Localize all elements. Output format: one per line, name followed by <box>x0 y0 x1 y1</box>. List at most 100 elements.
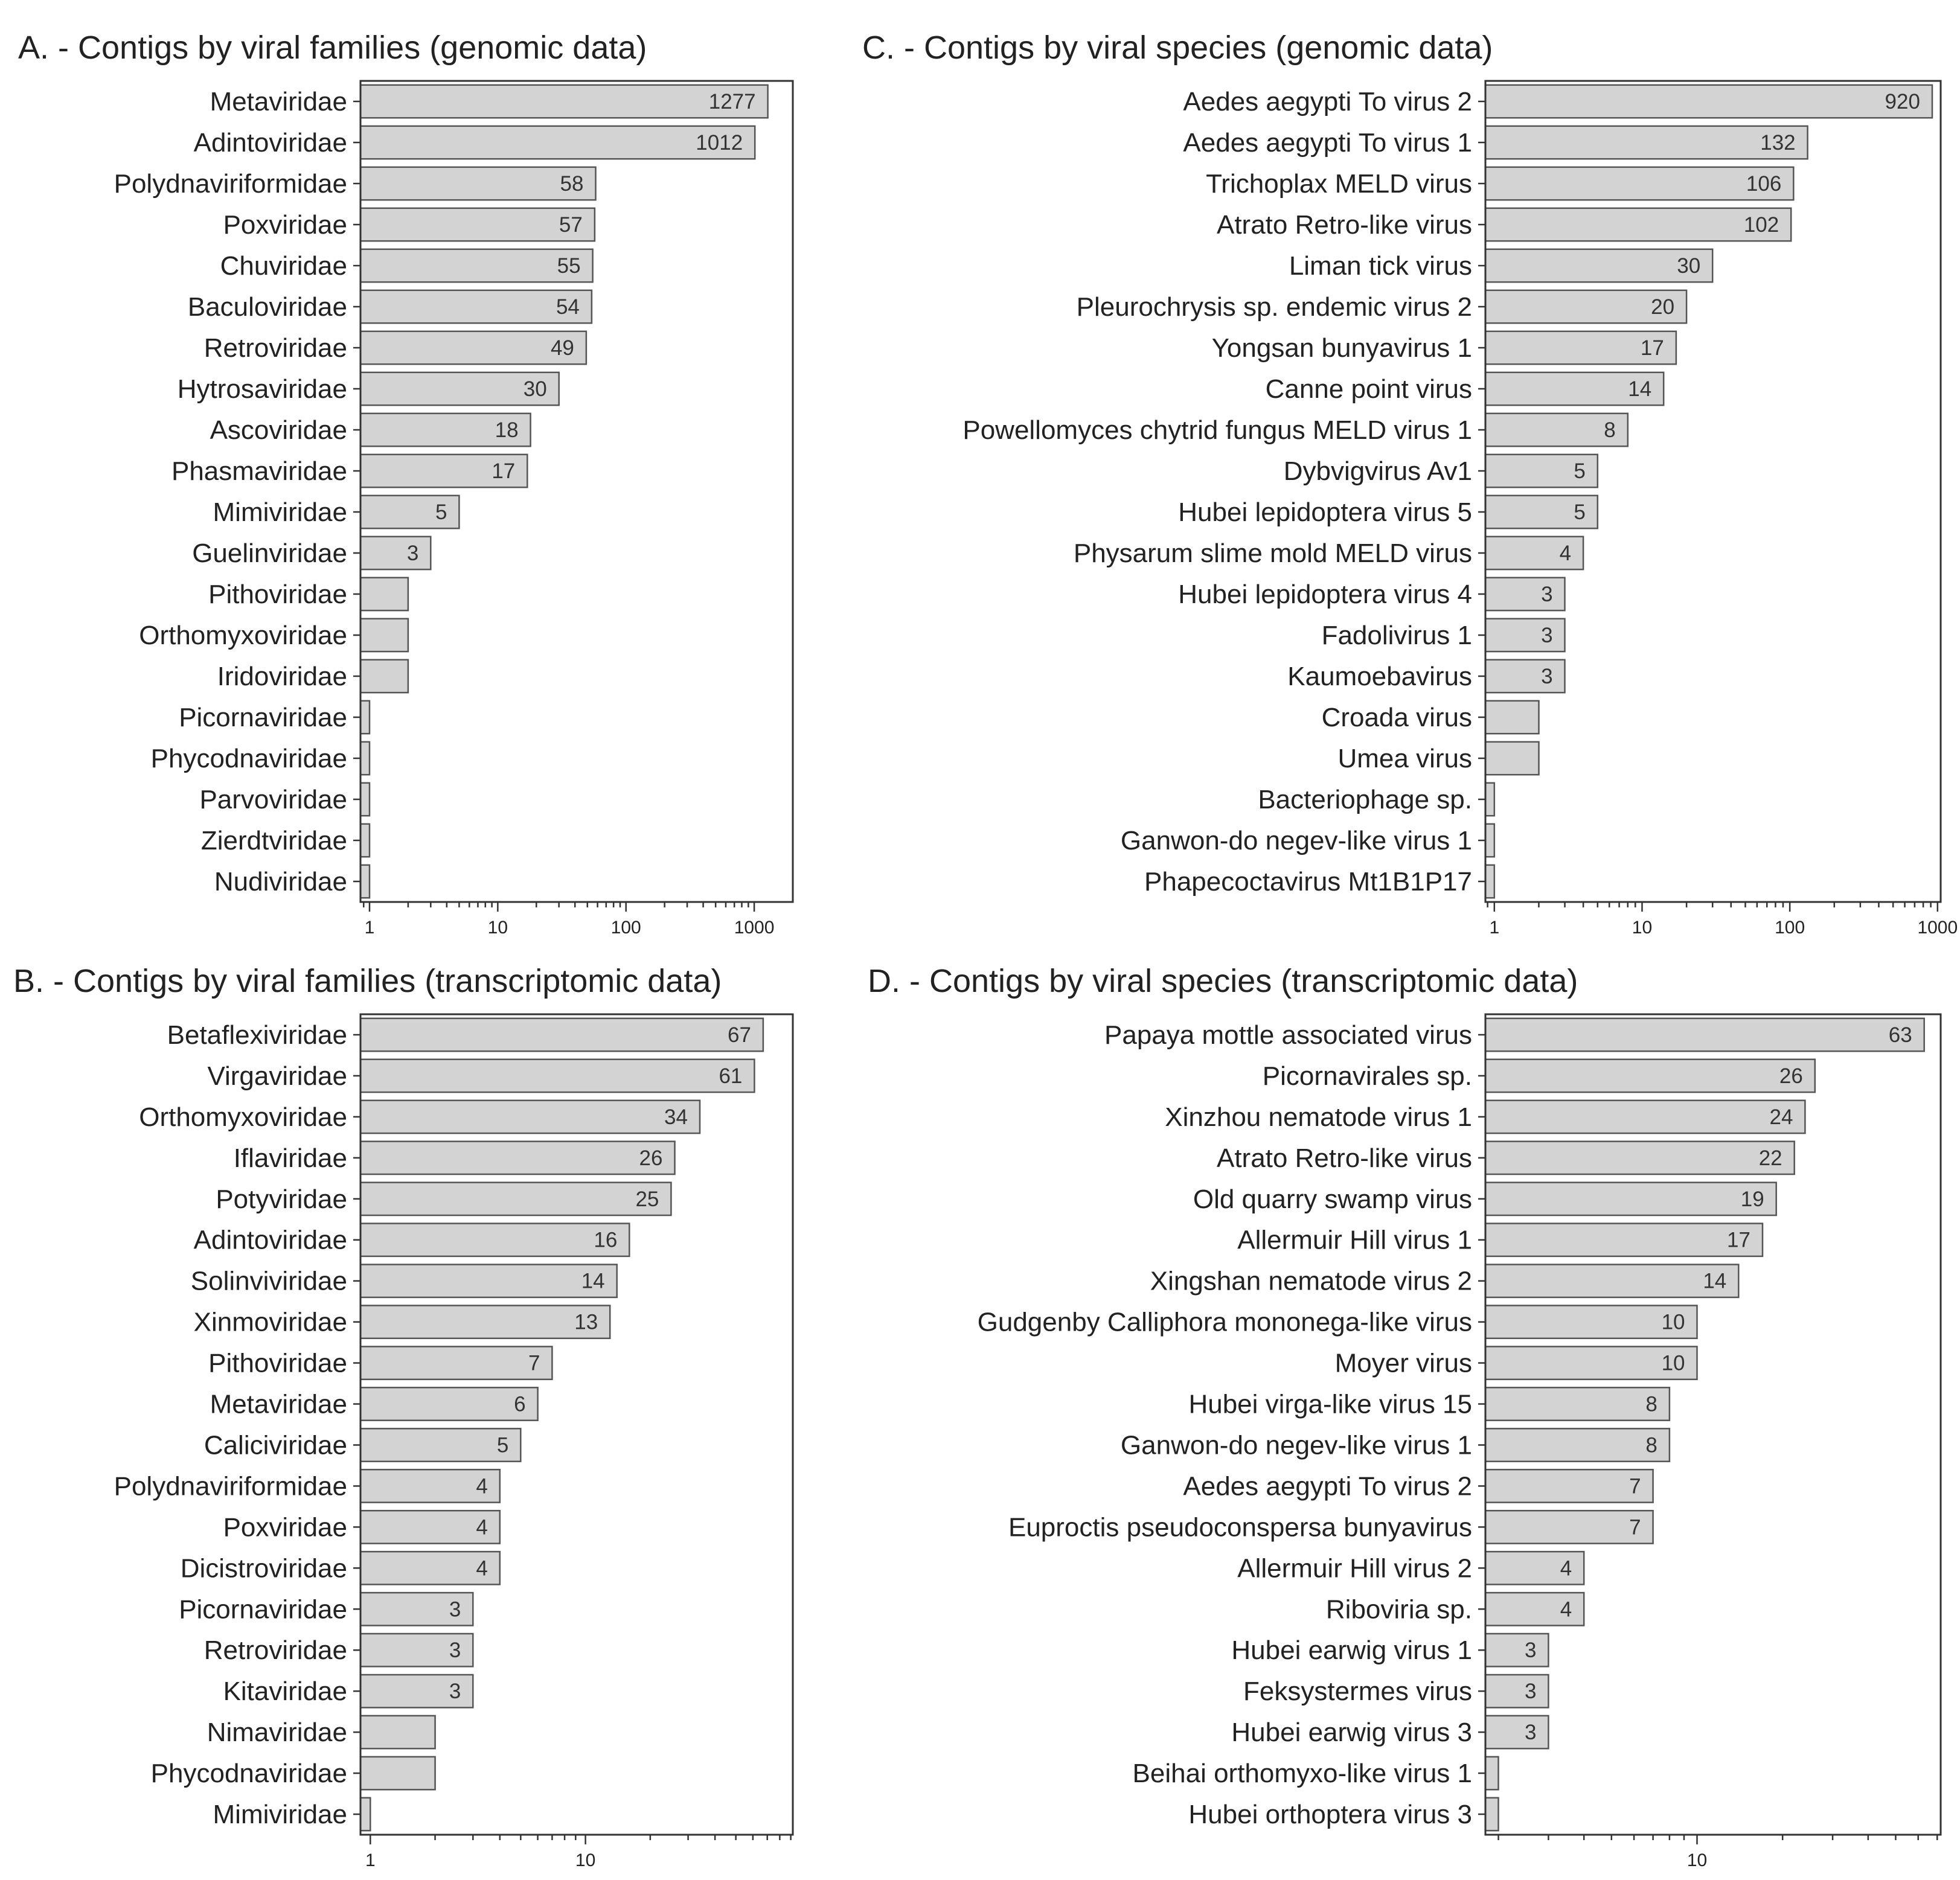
category-label-c-14: Kaumoebavirus <box>1287 662 1472 691</box>
category-label-d-6: Xingshan nematode virus 2 <box>1150 1267 1472 1296</box>
bar-b-2 <box>359 1099 701 1134</box>
category-label-d-0: Papaya mottle associated virus <box>1104 1020 1472 1050</box>
bar-c-6 <box>1484 330 1677 365</box>
plot-frame-a <box>359 80 794 903</box>
category-label-b-11: Polydnaviriformidae <box>114 1471 347 1501</box>
xtick-label-c-1: 10 <box>1632 918 1652 938</box>
bar-c-2 <box>1484 166 1795 201</box>
panel-d-title: D. - Contigs by viral species (transcrip… <box>868 963 1578 999</box>
category-label-a-8: Ascoviridae <box>210 415 347 445</box>
bar-d-13 <box>1484 1550 1585 1585</box>
category-label-a-1: Adintoviridae <box>194 128 347 158</box>
value-label-b-9: 6 <box>514 1393 525 1416</box>
value-label-c-13: 3 <box>1541 624 1552 647</box>
bar-a-0 <box>359 84 769 119</box>
panel-d: D. - Contigs by viral species (transcrip… <box>868 963 1942 1870</box>
category-label-c-9: Dybvigvirus Av1 <box>1284 456 1472 486</box>
plot-frame-b <box>359 1013 794 1836</box>
bar-a-19 <box>359 864 371 899</box>
bar-b-9 <box>359 1387 539 1421</box>
category-label-c-0: Aedes aegypti To virus 2 <box>1183 87 1472 117</box>
category-label-a-3: Poxviridae <box>223 210 347 240</box>
value-label-c-9: 5 <box>1574 459 1585 483</box>
bar-c-8 <box>1484 412 1629 447</box>
bar-b-6 <box>359 1264 618 1299</box>
value-label-d-3: 22 <box>1759 1146 1782 1170</box>
category-label-c-16: Umea virus <box>1338 744 1473 773</box>
value-label-b-13: 4 <box>476 1556 487 1580</box>
category-label-d-15: Hubei earwig virus 1 <box>1231 1635 1472 1665</box>
plot-frame-c <box>1484 80 1942 903</box>
value-label-d-1: 26 <box>1779 1064 1803 1088</box>
category-label-b-8: Pithoviridae <box>208 1349 347 1378</box>
value-label-d-15: 3 <box>1525 1639 1536 1662</box>
category-label-c-3: Atrato Retro-like virus <box>1217 210 1472 240</box>
value-label-b-10: 5 <box>497 1433 508 1457</box>
bar-a-2 <box>359 166 597 201</box>
category-label-a-16: Phycodnaviridae <box>151 744 347 773</box>
category-label-d-7: Gudgenby Calliphora mononega-like virus <box>978 1308 1472 1337</box>
category-label-a-14: Iridoviridae <box>217 662 347 691</box>
category-label-b-13: Dicistroviridae <box>181 1553 347 1583</box>
panel-a: A. - Contigs by viral families (genomic … <box>18 30 794 938</box>
bar-c-3 <box>1484 207 1792 242</box>
bar-d-16 <box>1484 1674 1549 1709</box>
value-label-d-5: 17 <box>1727 1229 1750 1252</box>
value-label-c-12: 3 <box>1541 583 1552 606</box>
value-label-c-2: 106 <box>1746 172 1781 196</box>
bar-a-13 <box>359 618 409 653</box>
bar-a-14 <box>359 659 409 694</box>
value-label-a-0: 1277 <box>709 90 756 114</box>
value-label-b-14: 3 <box>449 1597 461 1621</box>
value-label-b-3: 26 <box>639 1146 663 1170</box>
category-label-c-2: Trichoplax MELD virus <box>1206 169 1472 199</box>
value-label-b-16: 3 <box>449 1680 461 1703</box>
value-label-c-7: 14 <box>1628 377 1651 401</box>
bar-c-16 <box>1484 741 1540 776</box>
bar-b-18 <box>359 1756 436 1791</box>
panel-a-title: A. - Contigs by viral families (genomic … <box>18 30 647 66</box>
category-label-a-18: Zierdtviridae <box>201 826 347 855</box>
bar-d-6 <box>1484 1264 1740 1299</box>
category-label-d-8: Moyer virus <box>1335 1349 1472 1378</box>
category-label-d-4: Old quarry swamp virus <box>1193 1185 1472 1214</box>
bar-a-6 <box>359 330 588 365</box>
category-label-b-19: Mimiviridae <box>213 1800 347 1829</box>
value-label-a-4: 55 <box>557 254 581 278</box>
category-label-a-10: Mimiviridae <box>213 497 347 527</box>
bar-d-18 <box>1484 1756 1499 1791</box>
value-label-d-6: 14 <box>1703 1270 1726 1293</box>
bar-c-11 <box>1484 536 1584 571</box>
category-label-b-12: Poxviridae <box>223 1512 347 1542</box>
category-label-c-5: Pleurochrysis sp. endemic virus 2 <box>1077 292 1472 322</box>
category-label-a-6: Retroviridae <box>204 333 347 363</box>
category-label-c-10: Hubei lepidoptera virus 5 <box>1178 497 1472 527</box>
bar-b-7 <box>359 1305 611 1340</box>
value-label-c-3: 102 <box>1744 213 1779 237</box>
category-label-a-17: Parvoviridae <box>199 785 347 814</box>
xtick-label-c-2: 100 <box>1775 918 1805 938</box>
value-label-b-11: 4 <box>476 1474 487 1498</box>
bar-d-17 <box>1484 1715 1549 1750</box>
category-label-c-15: Croada virus <box>1322 703 1472 732</box>
category-label-c-19: Phapecoctavirus Mt1B1P17 <box>1144 867 1472 897</box>
category-label-b-7: Xinmoviridae <box>194 1308 347 1337</box>
category-label-d-10: Ganwon-do negev-like virus 1 <box>1121 1430 1472 1460</box>
bar-b-3 <box>359 1140 676 1175</box>
bar-b-1 <box>359 1058 755 1093</box>
category-label-b-2: Orthomyxoviridae <box>139 1102 347 1132</box>
value-label-a-5: 54 <box>556 295 580 319</box>
bar-b-5 <box>359 1223 630 1258</box>
category-label-b-18: Phycodnaviridae <box>151 1759 347 1788</box>
bar-c-19 <box>1484 864 1496 899</box>
bar-b-16 <box>359 1674 474 1709</box>
category-label-a-11: Guelinviridae <box>192 539 347 568</box>
category-label-b-3: Iflaviridae <box>234 1143 347 1173</box>
bar-d-9 <box>1484 1387 1671 1421</box>
category-label-d-17: Hubei earwig virus 3 <box>1231 1718 1472 1747</box>
category-label-c-17: Bacteriophage sp. <box>1258 785 1472 814</box>
value-label-d-11: 7 <box>1629 1474 1641 1498</box>
category-label-c-18: Ganwon-do negev-like virus 1 <box>1121 826 1472 855</box>
bar-a-18 <box>359 823 371 858</box>
